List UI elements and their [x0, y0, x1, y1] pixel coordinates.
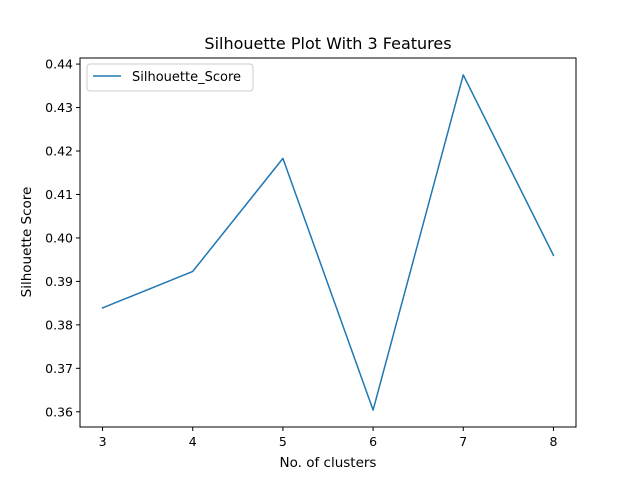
series-line: [101, 74, 555, 411]
y-tick-label: 0.41: [45, 187, 73, 202]
legend: Silhouette_Score: [86, 63, 254, 92]
x-axis-label: No. of clusters: [280, 455, 377, 471]
axes-frame: [79, 57, 577, 428]
y-tick-label: 0.42: [45, 144, 73, 159]
y-tick-label: 0.39: [45, 274, 73, 289]
legend-label: Silhouette_Score: [132, 70, 241, 85]
y-tick-label: 0.38: [45, 317, 73, 332]
y-tick-label: 0.36: [45, 404, 73, 419]
y-tick-label: 0.40: [45, 230, 73, 245]
y-axis: 0.36 0.37 0.38 0.39 0.40 0.41 0.42 0.43 0.44: [45, 57, 80, 419]
x-tick-label: 3: [99, 434, 107, 449]
y-axis-label: Silhouette Score: [19, 187, 35, 298]
y-tick-label: 0.43: [45, 100, 73, 115]
legend-box: [86, 63, 254, 92]
x-axis: 3 4 5 6 7 8: [99, 427, 557, 449]
x-tick-label: 5: [279, 434, 287, 449]
y-tick-label: 0.44: [45, 57, 73, 72]
x-tick-label: 7: [459, 434, 467, 449]
x-tick-label: 8: [549, 434, 557, 449]
x-tick-label: 4: [189, 434, 197, 449]
chart-title: Silhouette Plot With 3 Features: [204, 34, 451, 53]
x-tick-label: 6: [369, 434, 377, 449]
y-tick-label: 0.37: [45, 361, 73, 376]
plot-area: [101, 74, 555, 411]
